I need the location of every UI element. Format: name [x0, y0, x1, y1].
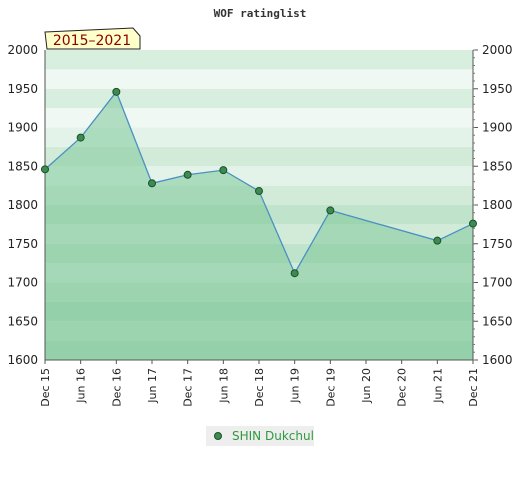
period-badge: 2015–2021: [44, 27, 141, 50]
band-1900: [45, 108, 473, 128]
y-tick-label-right: 1800: [482, 198, 513, 212]
x-tick-label: Dec 18: [253, 368, 266, 407]
y-tick-label-right: 2000: [482, 43, 513, 57]
legend-marker: [214, 432, 222, 440]
legend-box: [206, 426, 314, 446]
x-tick-label: Dec 17: [182, 368, 195, 407]
y-tick-label-left: 1850: [7, 159, 38, 173]
x-tick-label: Jun 21: [431, 368, 444, 404]
band-1975: [45, 50, 473, 70]
x-tick-label: Dec 21: [467, 368, 480, 407]
y-tick-label-left: 1650: [7, 314, 38, 328]
legend-series-label: SHIN Dukchul: [232, 429, 314, 443]
y-axis-left: 1600 1650 1700 1750 1800 1850 1900 1950 2000: [7, 43, 38, 367]
x-tick-label: Jun 16: [75, 368, 88, 404]
y-tick-label-left: 1950: [7, 82, 38, 96]
y-tick-label-right: 1750: [482, 237, 513, 251]
x-axis: Dec 15 Jun 16 Dec 16 Jun 17 Dec 17 Jun 18 Dec …: [39, 360, 480, 407]
period-label: 2015–2021: [53, 33, 131, 49]
x-tick-label: Dec 16: [110, 368, 123, 407]
y-tick-label-right: 1600: [482, 353, 513, 367]
data-point: [183, 170, 192, 179]
data-point: [112, 87, 121, 96]
data-point: [433, 236, 442, 245]
y-tick-label-left: 1600: [7, 353, 38, 367]
y-tick-label-left: 1700: [7, 276, 38, 290]
y-tick-label-right: 1900: [482, 121, 513, 135]
y-tick-label-left: 2000: [7, 43, 38, 57]
period-badge-background: [44, 27, 141, 50]
data-point: [326, 206, 335, 215]
y-tick-label-right: 1950: [482, 82, 513, 96]
data-point: [219, 166, 228, 175]
chart-title: WOF ratinglist: [214, 7, 307, 20]
y-tick-label-right: 1650: [482, 314, 513, 328]
data-point: [76, 133, 85, 142]
data-point: [41, 165, 49, 174]
band-1850: [45, 146, 473, 167]
area-fill: [45, 91, 473, 360]
data-point: [469, 219, 477, 228]
y-tick-label-right: 1850: [482, 159, 513, 173]
data-point: [290, 269, 299, 278]
data-point: [255, 187, 263, 196]
data-point: [148, 179, 156, 188]
band-1950: [45, 69, 473, 89]
y-tick-label-left: 1750: [7, 237, 38, 251]
series-markers: [41, 87, 477, 278]
band-1925: [45, 88, 473, 109]
legend: SHIN Dukchul: [206, 426, 314, 446]
x-tick-label: Jun 19: [289, 368, 302, 404]
y-axis-right: 1600 1650 1700 1750 1800 1850 1900 1950 2000: [473, 43, 513, 367]
x-tick-label: Dec 15: [39, 368, 52, 407]
x-tick-label: Dec 19: [324, 368, 337, 407]
y-tick-label-left: 1800: [7, 198, 38, 212]
x-tick-label: Jun 17: [146, 368, 159, 404]
x-tick-label: Jun 20: [360, 368, 373, 404]
band-1875: [45, 127, 473, 147]
y-tick-label-right: 1700: [482, 276, 513, 290]
y-tick-label-left: 1900: [7, 121, 38, 135]
x-tick-label: Dec 20: [396, 368, 409, 407]
x-tick-label: Jun 18: [217, 368, 230, 404]
